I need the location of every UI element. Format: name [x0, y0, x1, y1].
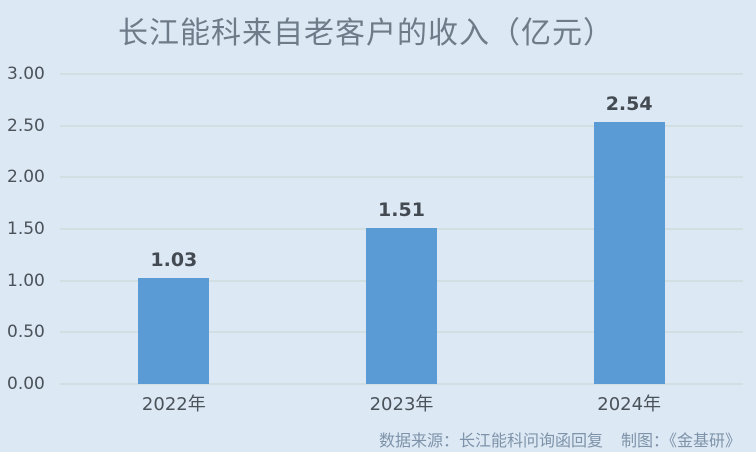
- y-axis-tick-label: 0.50: [7, 322, 45, 343]
- y-axis-tick-label: 2.00: [7, 167, 45, 188]
- gridline: [60, 73, 743, 75]
- bar: [138, 277, 210, 384]
- bar-value-label: 2.54: [605, 92, 653, 115]
- chart-title: 长江能科来自老客户的收入（亿元）: [118, 16, 614, 51]
- bar: [593, 121, 665, 384]
- x-axis-label: 2022年: [141, 394, 206, 415]
- data-source-label: 数据来源：长江能科问询函回复: [378, 431, 603, 450]
- x-axis-label: 2023年: [369, 394, 434, 415]
- credit-label: 制图：《金基研》: [620, 431, 741, 450]
- y-axis-tick-label: 1.00: [7, 270, 45, 291]
- bar: [366, 227, 437, 384]
- y-axis-tick-label: 1.50: [7, 219, 45, 239]
- bar-value-label: 1.51: [378, 198, 425, 221]
- gridline: [60, 383, 743, 385]
- gridline: [60, 124, 743, 127]
- gridline: [60, 176, 743, 179]
- y-axis-tick-label: 0.00: [7, 374, 45, 394]
- bar-value-label: 1.03: [150, 248, 198, 271]
- chart-footer: 数据来源：长江能科问询函回复 制图：《金基研》: [379, 427, 741, 451]
- y-axis-tick-label: 3.00: [7, 64, 45, 84]
- x-axis-label: 2024年: [597, 394, 662, 415]
- y-axis-tick-label: 2.50: [7, 115, 45, 136]
